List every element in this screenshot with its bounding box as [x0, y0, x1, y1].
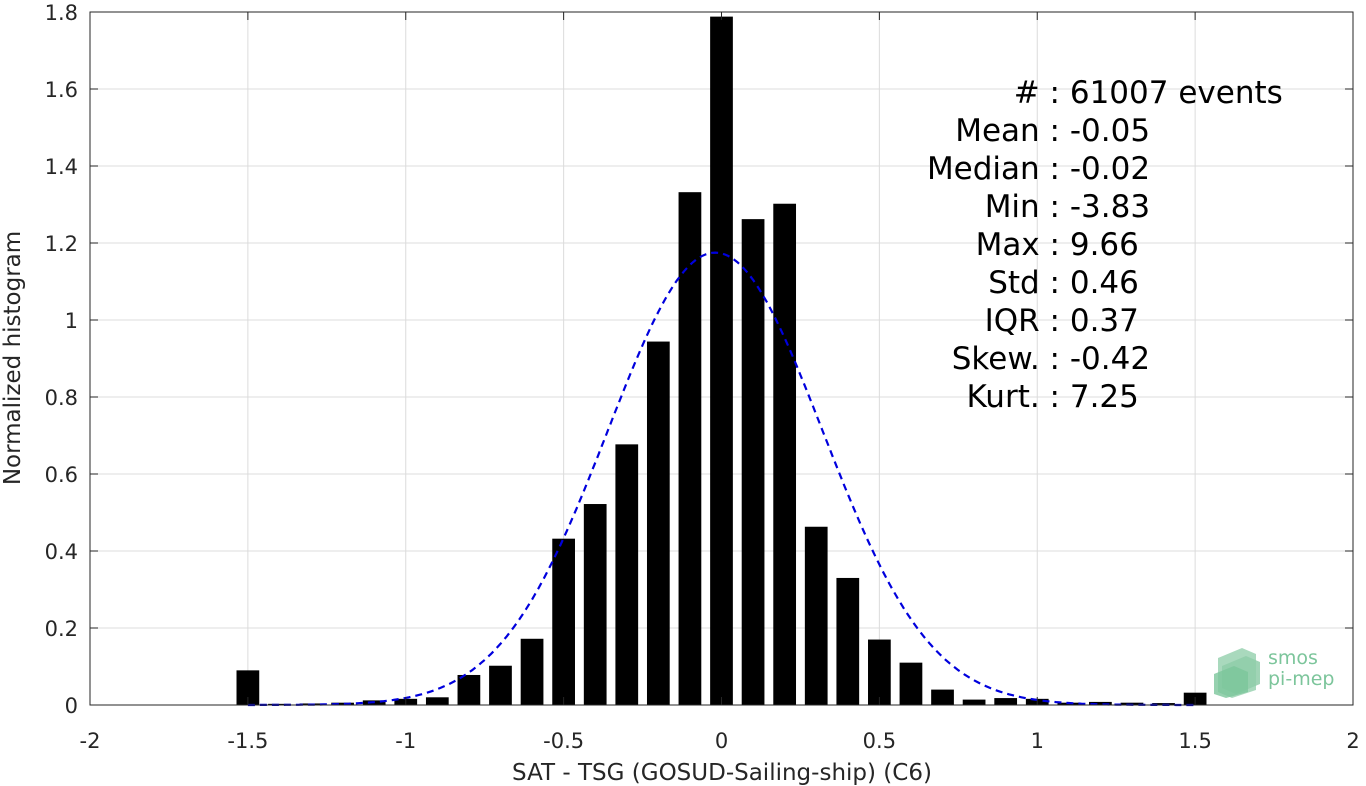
stat-label: Std :: [988, 265, 1060, 301]
stat-label: Mean :: [955, 113, 1060, 149]
stat-mean: Mean : -0.05: [860, 112, 1283, 150]
stat-value: 0.46: [1069, 265, 1139, 301]
stat-label: Kurt. :: [966, 379, 1060, 415]
histogram-bar: [931, 689, 954, 705]
histogram-bar: [836, 577, 860, 705]
histogram-bar: [236, 670, 260, 705]
x-tick-label: 0.5: [863, 729, 896, 753]
statistics-panel: # : 61007 events Mean : -0.05 Median : -…: [860, 74, 1283, 416]
stat-label: IQR :: [984, 303, 1060, 339]
histogram-bar: [646, 341, 670, 705]
histogram-bar: [583, 504, 607, 705]
histogram-bar: [615, 444, 639, 705]
y-tick-label: 1.2: [45, 232, 78, 256]
histogram-bar: [741, 219, 765, 705]
histogram-bar: [899, 662, 923, 705]
histogram-bar: [268, 703, 291, 705]
x-tick-label: -1: [395, 729, 416, 753]
logo-line1: smos: [1268, 647, 1318, 669]
histogram-bar: [868, 639, 891, 705]
histogram-bar: [489, 665, 512, 705]
stat-skew: Skew. : -0.42: [860, 340, 1283, 378]
histogram-bar: [425, 697, 449, 705]
stat-label: Skew. :: [951, 341, 1060, 377]
x-tick-label: -1.5: [227, 729, 268, 753]
stat-count: # : 61007 events: [860, 74, 1283, 112]
histogram-bar: [804, 526, 828, 705]
stat-label: Min :: [984, 189, 1060, 225]
stat-std: Std : 0.46: [860, 264, 1283, 302]
stat-value: 7.25: [1069, 379, 1139, 415]
y-tick-label: 1.4: [45, 155, 78, 179]
logo-line2: pi-mep: [1268, 668, 1335, 690]
stat-iqr: IQR : 0.37: [860, 302, 1283, 340]
stat-kurt: Kurt. : 7.25: [860, 378, 1283, 416]
x-tick-label: 2: [1346, 729, 1359, 753]
x-tick-label: -0.5: [543, 729, 584, 753]
y-tick-label: 1: [65, 309, 78, 333]
stat-max: Max : 9.66: [860, 226, 1283, 264]
y-tick-label: 0.6: [45, 463, 78, 487]
y-tick-label: 0.8: [45, 386, 78, 410]
x-axis-label: SAT - TSG (GOSUD-Sailing-ship) (C6): [512, 760, 932, 786]
stat-value: -0.02: [1069, 151, 1151, 187]
histogram-bar: [962, 699, 986, 705]
x-tick-label: 1.5: [1178, 729, 1211, 753]
histogram-bar: [773, 203, 797, 706]
stat-label: Max :: [975, 227, 1060, 263]
histogram-bar: [994, 698, 1018, 705]
x-tick-label: 0: [715, 729, 728, 753]
stat-min: Min : -3.83: [860, 188, 1283, 226]
histogram-bar: [331, 702, 354, 705]
stat-value: -0.05: [1069, 113, 1151, 149]
histogram-bar: [678, 192, 702, 705]
histogram-bar: [520, 638, 544, 705]
stat-median: Median : -0.02: [860, 150, 1283, 188]
stat-value: 9.66: [1069, 227, 1139, 263]
stat-value: 0.37: [1069, 303, 1139, 339]
y-tick-label: 0: [65, 694, 78, 718]
y-tick-label: 0.2: [45, 617, 78, 641]
y-tick-label: 0.4: [45, 540, 78, 564]
logo-mark-icon: [1214, 648, 1260, 698]
histogram-bar: [457, 674, 481, 705]
stat-value: -3.83: [1069, 189, 1151, 225]
histogram-bars: [236, 16, 1207, 706]
x-tick-label: -2: [80, 729, 101, 753]
y-axis-label: Normalized histogram: [0, 231, 26, 485]
axis-ticks: -2 -1.5 -1 -0.5 0 0.5 1 1.5 2 0 0.2 0.4 0.6 0.8 1 1.2 1.…: [45, 1, 1360, 753]
histogram-bar: [552, 538, 575, 705]
stat-label: Median :: [926, 151, 1060, 187]
histogram-bar: [710, 16, 733, 706]
histogram-bar: [1089, 701, 1112, 705]
stat-label: # :: [1013, 75, 1060, 111]
stat-value: -0.42: [1069, 341, 1151, 377]
stat-value: 61007 events: [1069, 75, 1283, 111]
x-tick-label: 1: [1031, 729, 1044, 753]
y-tick-label: 1.6: [45, 78, 78, 102]
y-tick-label: 1.8: [45, 1, 78, 25]
